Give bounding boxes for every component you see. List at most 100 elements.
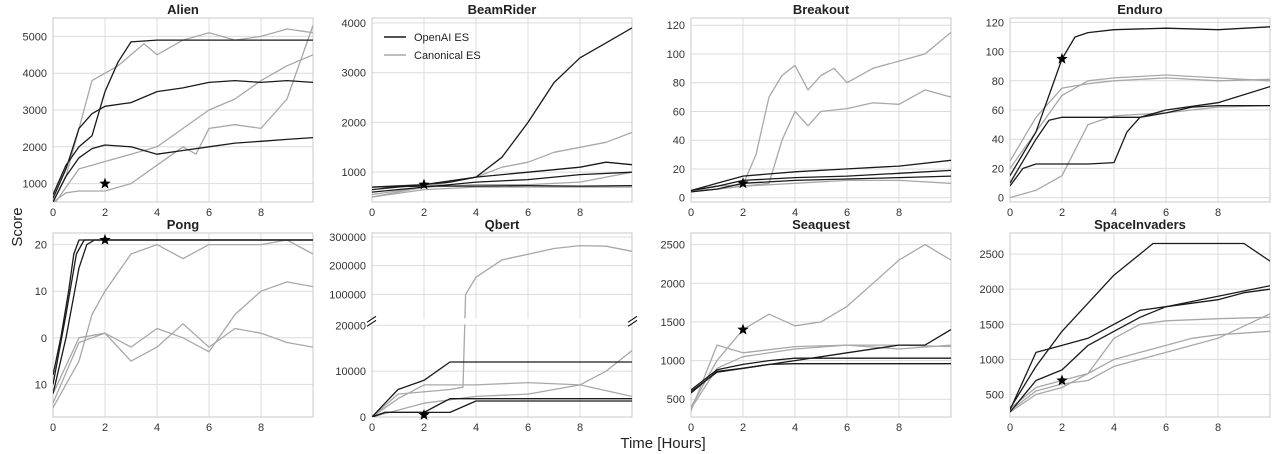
y-tick-label: 60 bbox=[673, 106, 685, 118]
series-line-canonical bbox=[1010, 74, 1270, 169]
star-marker bbox=[99, 234, 111, 245]
panel-seaquest: 0 2 4 6 8 500 1000 1500 2000 2500 Seaquest bbox=[661, 217, 952, 434]
y-tick-label: 120 bbox=[667, 20, 685, 32]
y-tick-label: 2500 bbox=[661, 240, 685, 252]
panel-title: Alien bbox=[167, 2, 199, 17]
series-line-canonical bbox=[1010, 77, 1270, 162]
y-tick-label: 10 bbox=[35, 379, 47, 391]
y-tick-label: 40 bbox=[673, 135, 685, 147]
series-line-canonical bbox=[372, 244, 632, 417]
x-tick-label: 8 bbox=[258, 422, 264, 434]
plot-frame bbox=[371, 232, 633, 418]
series-line-canonical bbox=[53, 28, 313, 202]
y-tick-label: 0 bbox=[679, 193, 685, 205]
series-line-canonical bbox=[691, 179, 951, 193]
series-line-openai bbox=[691, 175, 951, 193]
y-tick-label: 500 bbox=[667, 394, 685, 406]
x-tick-label: 8 bbox=[577, 422, 583, 434]
series-line-openai bbox=[1010, 242, 1270, 409]
y-tick-label: 100000 bbox=[329, 289, 366, 301]
star-marker bbox=[737, 177, 749, 189]
x-tick-label: 4 bbox=[154, 422, 160, 434]
series-line-openai bbox=[372, 398, 632, 417]
panel-title: Pong bbox=[167, 217, 200, 232]
panel-beamrider: 0 2 4 6 8 1000 2000 3000 4000 BeamRider OpenAI ES C… bbox=[342, 2, 633, 219]
series-line-canonical bbox=[53, 25, 313, 202]
series-line-openai bbox=[372, 361, 632, 417]
series-line-canonical bbox=[1010, 104, 1270, 199]
series-line-canonical bbox=[1010, 316, 1270, 410]
series-line-openai bbox=[1010, 85, 1270, 187]
series-line-canonical bbox=[1010, 313, 1270, 412]
x-tick-label: 8 bbox=[1215, 207, 1221, 219]
x-tick-label: 2 bbox=[740, 207, 746, 219]
x-tick-label: 6 bbox=[206, 422, 212, 434]
y-tick-label: 1000 bbox=[23, 179, 47, 191]
star-marker bbox=[99, 177, 111, 189]
plot-frame bbox=[371, 17, 633, 203]
y-tick-label: 5000 bbox=[23, 31, 47, 43]
y-tick-label: 0 bbox=[41, 333, 47, 345]
y-tick-label: 4000 bbox=[342, 18, 366, 30]
series-line-openai bbox=[53, 239, 313, 385]
axis-break-mark bbox=[366, 315, 377, 323]
x-tick-label: 4 bbox=[1111, 422, 1117, 434]
y-tick-label: 20 bbox=[992, 163, 1004, 175]
star-marker bbox=[1056, 374, 1068, 386]
panel-title: Seaquest bbox=[792, 217, 850, 232]
x-tick-label: 4 bbox=[473, 207, 479, 219]
x-tick-label: 0 bbox=[50, 207, 56, 219]
plot-frame bbox=[1009, 232, 1271, 418]
x-tick-label: 4 bbox=[792, 207, 798, 219]
x-tick-label: 6 bbox=[1163, 422, 1169, 434]
x-tick-label: 4 bbox=[473, 422, 479, 434]
y-tick-label: 0 bbox=[998, 193, 1004, 205]
y-tick-label: 1000 bbox=[342, 167, 366, 179]
series-line-openai bbox=[1010, 104, 1270, 184]
y-tick-label: 2500 bbox=[980, 249, 1004, 261]
plot-frame bbox=[1009, 17, 1271, 203]
series-line-canonical bbox=[53, 239, 313, 409]
y-tick-label: 100 bbox=[986, 47, 1004, 59]
x-tick-label: 0 bbox=[1007, 422, 1013, 434]
x-tick-label: 0 bbox=[369, 422, 375, 434]
star-marker bbox=[418, 409, 430, 420]
y-tick-label: 120 bbox=[986, 17, 1004, 29]
star-marker bbox=[418, 178, 430, 190]
series-line-canonical bbox=[53, 323, 313, 404]
y-tick-label: 100 bbox=[667, 49, 685, 61]
x-tick-label: 2 bbox=[1059, 207, 1065, 219]
y-tick-label: 300000 bbox=[329, 232, 366, 244]
y-tick-label: 2000 bbox=[980, 284, 1004, 296]
x-tick-label: 6 bbox=[844, 207, 850, 219]
series-line-openai bbox=[1010, 26, 1270, 177]
x-tick-label: 2 bbox=[102, 207, 108, 219]
y-tick-label: 1000 bbox=[980, 354, 1004, 366]
x-tick-label: 2 bbox=[102, 422, 108, 434]
y-tick-label: 3000 bbox=[23, 105, 47, 117]
series-line-canonical bbox=[372, 349, 632, 417]
y-tick-label: 1500 bbox=[661, 317, 685, 329]
y-tick-label: 20 bbox=[35, 240, 47, 252]
panel-spaceinvaders: 0 2 4 6 8 500 1000 1500 2000 2500 SpaceInvaders bbox=[980, 217, 1271, 434]
x-tick-label: 6 bbox=[525, 207, 531, 219]
plot-frame bbox=[690, 232, 952, 418]
panel-title: BeamRider bbox=[468, 2, 537, 17]
y-tick-label: 500 bbox=[986, 390, 1004, 402]
series-line-canonical bbox=[1010, 330, 1270, 413]
x-tick-label: 8 bbox=[1215, 422, 1221, 434]
plot-frame bbox=[52, 232, 314, 418]
panel-title: Qbert bbox=[485, 217, 520, 232]
series-line-canonical bbox=[372, 131, 632, 198]
x-tick-label: 4 bbox=[154, 207, 160, 219]
series-line-openai bbox=[53, 239, 313, 376]
plot-frame bbox=[690, 17, 952, 203]
y-tick-label: 2000 bbox=[23, 142, 47, 154]
x-tick-label: 8 bbox=[258, 207, 264, 219]
y-tick-label: 3000 bbox=[342, 68, 366, 80]
x-tick-label: 0 bbox=[1007, 207, 1013, 219]
panel-title: Breakout bbox=[793, 2, 850, 17]
